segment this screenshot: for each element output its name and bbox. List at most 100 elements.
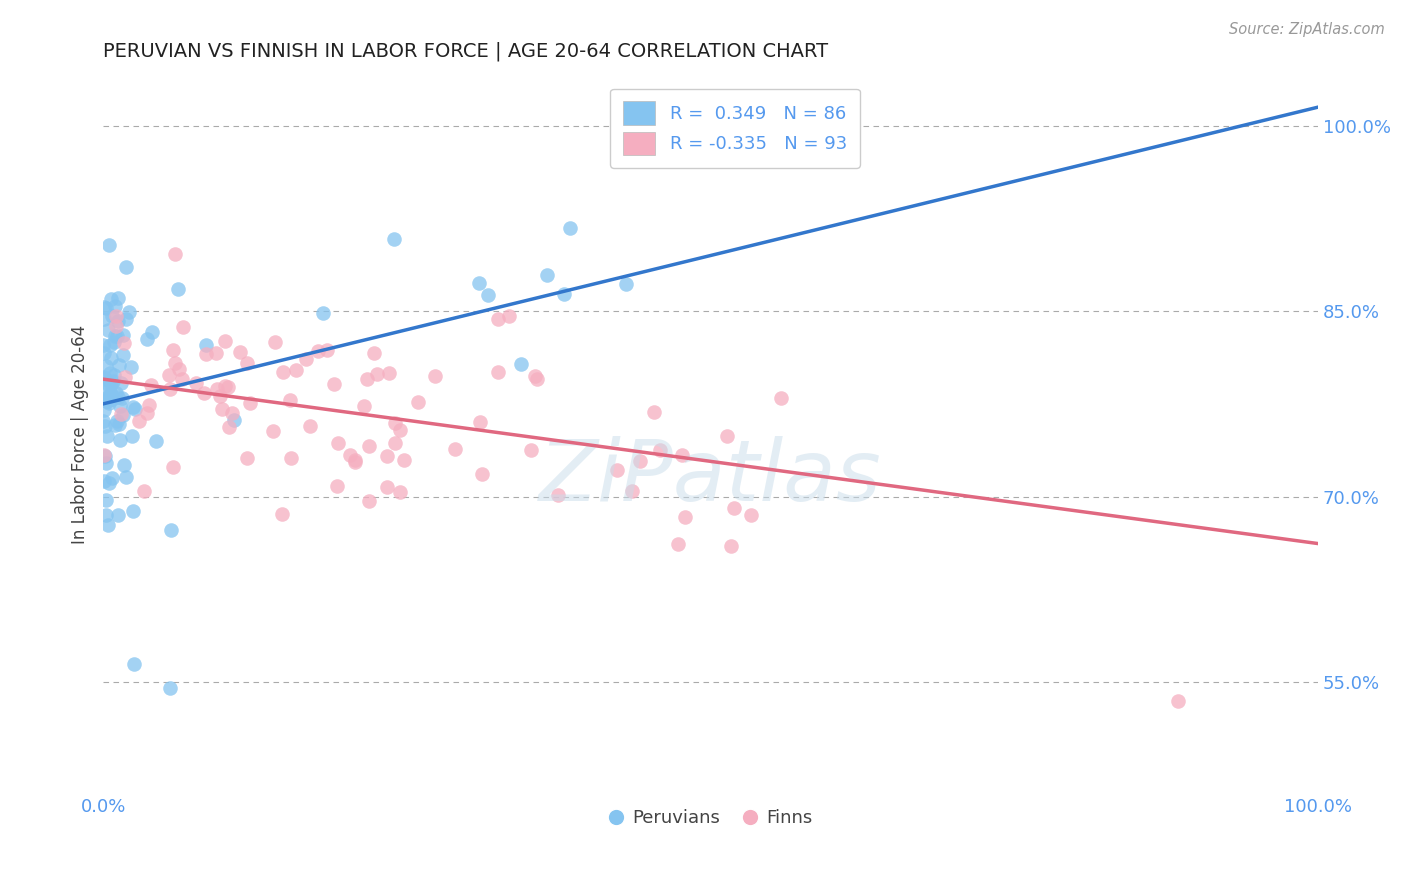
Point — [498, 309, 520, 323]
Point — [239, 396, 262, 410]
Point — [166, 282, 188, 296]
Point — [112, 328, 135, 343]
Point — [112, 409, 135, 423]
Point — [278, 393, 301, 408]
Point — [217, 380, 239, 394]
Text: PERUVIAN VS FINNISH IN LABOR FORCE | AGE 20-64 CORRELATION CHART: PERUVIAN VS FINNISH IN LABOR FORCE | AGE… — [103, 42, 828, 62]
Point — [520, 442, 543, 457]
Point — [299, 418, 322, 433]
Point — [115, 469, 138, 483]
Point — [100, 351, 122, 366]
Y-axis label: In Labor Force | Age 20-64: In Labor Force | Age 20-64 — [72, 326, 89, 544]
Point — [363, 346, 385, 360]
Point — [280, 451, 302, 466]
Point — [94, 372, 117, 386]
Point — [214, 379, 236, 393]
Point — [614, 277, 637, 291]
Point — [666, 537, 689, 551]
Point — [97, 238, 120, 252]
Point — [160, 523, 183, 537]
Point — [93, 403, 115, 417]
Point — [720, 539, 742, 553]
Point — [93, 346, 115, 360]
Point — [93, 393, 115, 408]
Point — [91, 338, 114, 352]
Point — [103, 334, 125, 349]
Point — [141, 325, 163, 339]
Point — [394, 452, 416, 467]
Point — [110, 399, 132, 413]
Point — [723, 501, 745, 516]
Point — [94, 359, 117, 373]
Point — [94, 492, 117, 507]
Point — [195, 347, 218, 361]
Point — [93, 312, 115, 326]
Point — [97, 376, 120, 391]
Point — [104, 329, 127, 343]
Point — [606, 462, 628, 476]
Point — [98, 387, 121, 401]
Point — [94, 418, 117, 433]
Point — [384, 416, 406, 430]
Point — [108, 434, 131, 448]
Point — [108, 358, 131, 372]
Text: ZiPatlas: ZiPatlas — [540, 436, 882, 519]
Point — [111, 391, 134, 405]
Point — [96, 393, 118, 408]
Point — [93, 474, 115, 488]
Point — [107, 291, 129, 305]
Point — [122, 400, 145, 414]
Point — [375, 480, 398, 494]
Point — [357, 494, 380, 508]
Point — [770, 391, 793, 405]
Point — [104, 299, 127, 313]
Point — [105, 309, 128, 323]
Point — [353, 399, 375, 413]
Point — [547, 488, 569, 502]
Point — [96, 393, 118, 408]
Point — [214, 334, 236, 349]
Point — [209, 389, 232, 403]
Point — [406, 394, 429, 409]
Point — [100, 292, 122, 306]
Point — [211, 401, 233, 416]
Point — [558, 221, 581, 235]
Point — [509, 357, 531, 371]
Point — [377, 367, 399, 381]
Point — [343, 452, 366, 467]
Point — [100, 471, 122, 485]
Point — [553, 287, 575, 301]
Point — [315, 343, 337, 357]
Point — [103, 368, 125, 383]
Point — [136, 332, 159, 346]
Point — [107, 314, 129, 328]
Point — [526, 372, 548, 386]
Point — [100, 366, 122, 380]
Point — [236, 356, 259, 370]
Point — [121, 504, 143, 518]
Point — [96, 429, 118, 443]
Point — [112, 335, 135, 350]
Point — [112, 458, 135, 472]
Point — [107, 508, 129, 523]
Point — [205, 345, 228, 359]
Point — [620, 484, 643, 499]
Point — [388, 484, 411, 499]
Point — [477, 288, 499, 302]
Point — [536, 268, 558, 283]
Point — [740, 508, 762, 522]
Point — [382, 232, 405, 246]
Point — [229, 344, 252, 359]
Point — [104, 385, 127, 400]
Point — [169, 362, 191, 376]
Point — [98, 338, 121, 352]
Point — [193, 386, 215, 401]
Point — [271, 365, 294, 379]
Point — [100, 376, 122, 391]
Point — [285, 363, 308, 377]
Point — [384, 436, 406, 450]
Point — [145, 434, 167, 448]
Point — [134, 484, 156, 499]
Point — [366, 368, 388, 382]
Point — [101, 392, 124, 406]
